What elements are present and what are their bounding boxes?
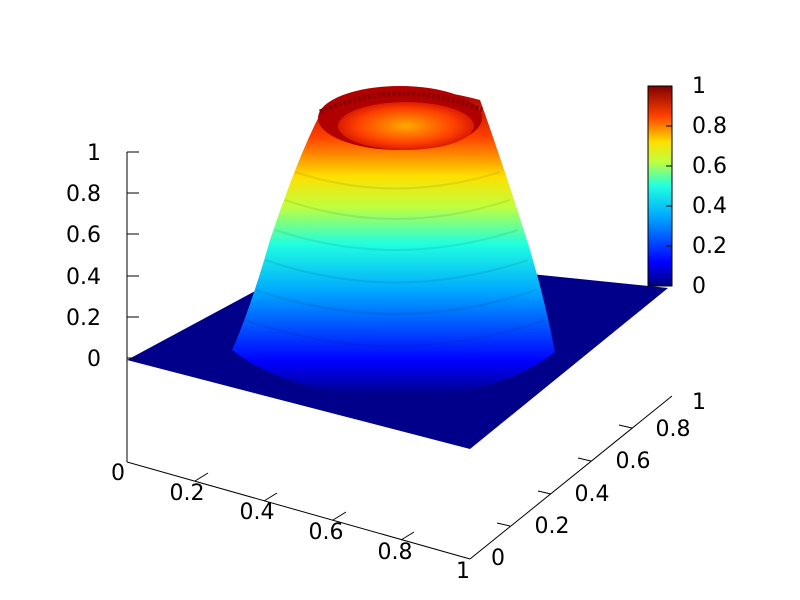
colorbar-tick-0.6: 0.6 [692, 154, 727, 179]
y-tick-0: 0 [491, 546, 505, 571]
colorbar-tick-0.2: 0.2 [692, 234, 727, 259]
z-ticks [127, 151, 139, 359]
colorbar-tick-0.8: 0.8 [692, 114, 727, 139]
x-tick-0.6: 0.6 [309, 520, 344, 545]
z-tick-0.4: 0.4 [66, 265, 101, 290]
x-tick-1: 1 [456, 559, 470, 584]
y-ticks [496, 424, 633, 527]
z-tick-0: 0 [87, 347, 101, 372]
y-tick-1: 1 [692, 390, 706, 415]
rim-hole [338, 102, 474, 150]
colorbar-ticks [666, 85, 672, 287]
rim-back-edge [318, 91, 483, 115]
x-ticks [194, 472, 415, 541]
y-tick-0.8: 0.8 [656, 417, 691, 442]
x-tick-0.8: 0.8 [378, 540, 413, 565]
x-tick-0.4: 0.4 [240, 500, 275, 525]
contour-bands [244, 171, 546, 347]
x-tick-0: 0 [111, 461, 125, 486]
y-tick-0.2: 0.2 [535, 514, 570, 539]
z-tick-0.2: 0.2 [66, 306, 101, 331]
colorbar [647, 85, 673, 287]
x-axis-line [126, 461, 471, 560]
surface-cone [232, 90, 555, 399]
z-tick-1: 1 [87, 141, 101, 166]
z-tick-0.8: 0.8 [66, 182, 101, 207]
z-tick-0.6: 0.6 [66, 223, 101, 248]
colorbar-tick-1: 1 [692, 74, 706, 99]
x-tick-0.2: 0.2 [170, 481, 205, 506]
colorbar-tick-0.4: 0.4 [692, 194, 727, 219]
colorbar-tick-0: 0 [692, 274, 706, 299]
y-tick-0.4: 0.4 [575, 482, 610, 507]
y-axis-line [469, 395, 673, 560]
y-tick-0.6: 0.6 [616, 449, 651, 474]
